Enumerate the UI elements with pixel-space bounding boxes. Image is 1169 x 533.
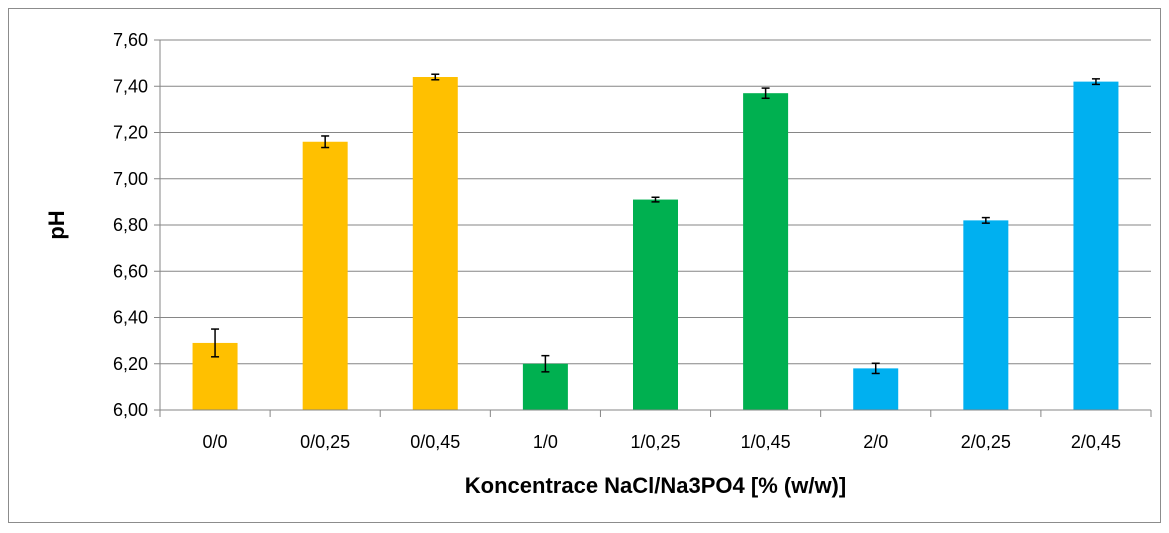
bar [302, 141, 348, 410]
bar [412, 77, 458, 410]
x-tick-labels: 0/0 0/0,25 0/0,45 1/0 1/0,25 1/0,45 2/0 2/0,25 2… [203, 432, 1121, 452]
y-tick-label: 7,00 [113, 169, 148, 189]
y-tick-label: 7,60 [113, 30, 148, 50]
x-tick-label: 2/0,25 [961, 432, 1011, 452]
y-tick-label: 6,00 [113, 400, 148, 420]
bars [192, 77, 1119, 410]
y-tick-label: 6,60 [113, 261, 148, 281]
x-tick-label: 0/0 [203, 432, 228, 452]
y-tick-labels: 6,00 6,20 6,40 6,60 6,80 7,00 7,20 7,40 7,60 [113, 30, 148, 420]
y-axis-title: pH [44, 210, 69, 239]
y-tick-label: 7,40 [113, 76, 148, 96]
error-bars [211, 73, 1100, 375]
y-tick-label: 6,20 [113, 354, 148, 374]
x-axis-title: Koncentrace NaCl/Na3PO4 [% (w/w)] [465, 473, 846, 498]
y-tick-label: 7,20 [113, 123, 148, 143]
x-tick-label: 2/0 [863, 432, 888, 452]
bar [853, 368, 899, 410]
x-tick-label: 1/0,25 [630, 432, 680, 452]
axes [159, 40, 1152, 417]
x-tick-label: 1/0 [533, 432, 558, 452]
x-tick-label: 0/0,25 [300, 432, 350, 452]
bar [633, 199, 678, 410]
x-tick-label: 1/0,45 [741, 432, 791, 452]
bar [1073, 81, 1119, 410]
y-tick-label: 6,80 [113, 215, 148, 235]
x-tick-label: 0/0,45 [410, 432, 460, 452]
bar [743, 93, 789, 410]
y-tick-label: 6,40 [113, 308, 148, 328]
x-tick-label: 2/0,45 [1071, 432, 1121, 452]
bar [963, 220, 1009, 410]
